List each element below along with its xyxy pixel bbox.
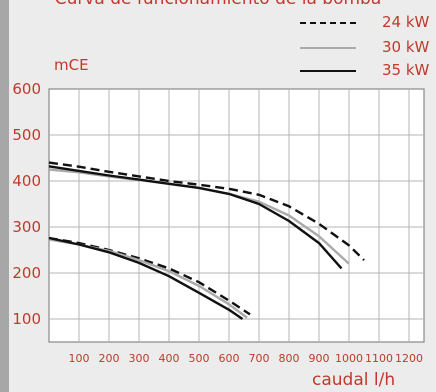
x-tick-label-600: 600 [219, 352, 240, 365]
x-tick-label-1000: 1000 [335, 352, 363, 365]
y-tick-label-500: 500 [12, 126, 41, 144]
y-tick-label-300: 300 [12, 218, 41, 236]
series-2-curve-0 [48, 165, 343, 270]
legend-line-24kw [300, 22, 356, 24]
x-tick-label-1100: 1100 [365, 352, 393, 365]
x-tick-label-800: 800 [279, 352, 300, 365]
legend-label-24kw: 24 kW [382, 13, 430, 31]
legend-line-30kw [300, 47, 356, 49]
legend-label-30kw: 30 kW [382, 38, 430, 56]
x-tick-label-400: 400 [159, 352, 180, 365]
y-tick-label-600: 600 [12, 80, 41, 98]
x-tick-label-200: 200 [99, 352, 120, 365]
y-tick-label-100: 100 [12, 310, 41, 328]
series-0-curve-0 [48, 161, 365, 261]
y-axis-label: mCE [54, 56, 89, 74]
x-tick-label-300: 300 [129, 352, 150, 365]
legend-line-35kw [300, 70, 356, 72]
y-tick-label-400: 400 [12, 172, 41, 190]
x-tick-label-500: 500 [189, 352, 210, 365]
series-0-curve-1 [48, 236, 251, 316]
legend-label-35kw: 35 kW [382, 61, 430, 79]
y-tick-label-200: 200 [12, 264, 41, 282]
left-edge-bar [0, 0, 9, 392]
plot-area [48, 88, 425, 343]
x-tick-label-900: 900 [309, 352, 330, 365]
x-tick-label-700: 700 [249, 352, 270, 365]
chart-title: Curva de funcionamiento de la bomba [0, 0, 436, 9]
series-2-curve-1 [48, 236, 244, 320]
legend-item-35kw: 35 kW [300, 61, 436, 79]
legend-item-24kw: 24 kW [300, 13, 436, 31]
legend-item-30kw: 30 kW [300, 38, 436, 56]
x-tick-label-1200: 1200 [395, 352, 423, 365]
x-tick-label-100: 100 [69, 352, 90, 365]
x-axis-label: caudal l/h [312, 370, 396, 390]
